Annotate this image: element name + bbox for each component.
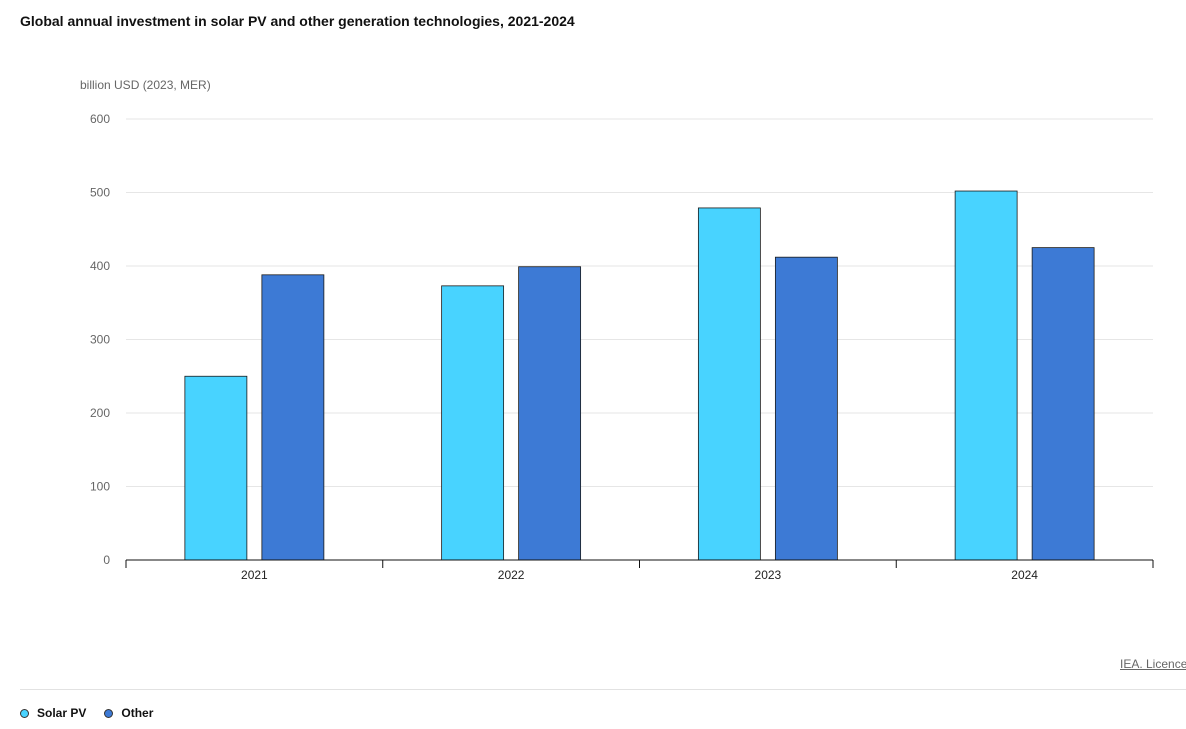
chart-title: Global annual investment in solar PV and…: [20, 13, 575, 29]
legend-divider: [20, 689, 1186, 690]
legend-label-other: Other: [121, 706, 154, 720]
legend-swatch-solar-pv: [20, 708, 29, 718]
bar-chart: billion USD (2023, MER) 0 100 200 300 400 500…: [80, 78, 1154, 582]
y-tick-label: 600: [90, 112, 110, 126]
y-tick-label: 100: [90, 480, 110, 494]
licence-link[interactable]: IEA. Licence: [1120, 657, 1186, 671]
bar-solar-pv-2022: [441, 285, 505, 561]
x-tick-label: 2022: [498, 568, 525, 582]
y-tick-label: 0: [103, 553, 110, 567]
x-tick-label: 2023: [755, 568, 782, 582]
legend: Solar PV Other: [20, 706, 171, 720]
legend-label-solar-pv: Solar PV: [37, 706, 87, 720]
y-axis-ticks: 0 100 200 300 400 500 600: [90, 112, 110, 567]
bar-other-2022: [518, 266, 582, 561]
y-tick-label: 300: [90, 333, 110, 347]
y-axis-label: billion USD (2023, MER): [80, 78, 211, 92]
bar-solar-pv-2021: [184, 375, 248, 561]
legend-item-other[interactable]: Other: [104, 706, 153, 720]
legend-swatch-other: [104, 708, 114, 718]
y-tick-label: 400: [90, 259, 110, 273]
x-tick-label: 2021: [241, 568, 268, 582]
bar-other-2024: [1031, 247, 1095, 561]
bars: [184, 190, 1095, 561]
bar-solar-pv-2023: [697, 207, 761, 561]
bar-solar-pv-2024: [954, 190, 1018, 561]
x-tick-label: 2024: [1011, 568, 1038, 582]
bar-other-2021: [261, 274, 325, 561]
y-tick-label: 200: [90, 406, 110, 420]
x-axis: 2021 2022 2023 2024: [125, 559, 1154, 582]
bar-other-2023: [774, 256, 838, 561]
legend-item-solar-pv[interactable]: Solar PV: [20, 706, 86, 720]
y-tick-label: 500: [90, 186, 110, 200]
